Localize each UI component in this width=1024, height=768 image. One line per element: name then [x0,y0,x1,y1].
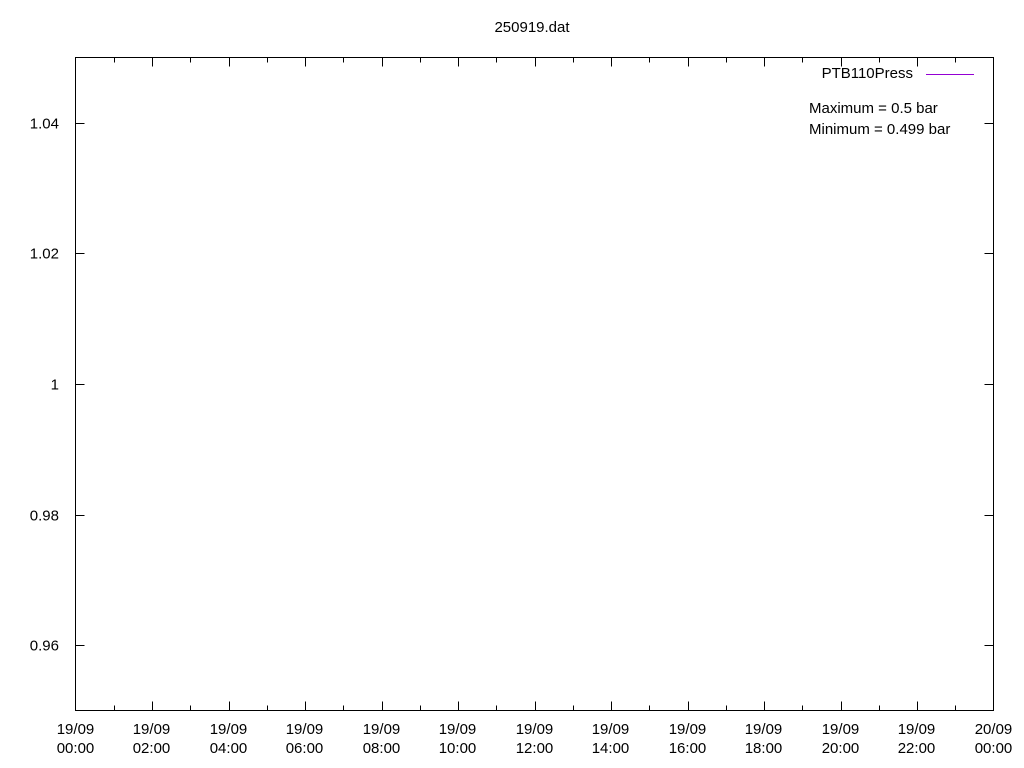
x-tick-label-date: 19/09 [210,721,248,738]
x-tick-label-time: 10:00 [439,740,477,757]
x-tick-label-date: 19/09 [133,721,171,738]
x-tick-label-time: 00:00 [57,740,95,757]
chart-title: 250919.dat [494,19,570,36]
x-tick-label-date: 20/09 [975,721,1013,738]
annotation-minimum: Minimum = 0.499 bar [809,121,950,138]
annotation-maximum: Maximum = 0.5 bar [809,100,938,117]
plot-frame [75,57,994,711]
x-tick-label-time: 20:00 [822,740,860,757]
x-tick-label-date: 19/09 [516,721,554,738]
y-tick-label: 1 [51,377,59,394]
x-tick-label-time: 06:00 [286,740,324,757]
y-tick-label: 1.02 [30,246,59,263]
x-tick-label-date: 19/09 [669,721,707,738]
y-axis: 1.04 1.02 1 0.98 0.96 [30,116,994,655]
legend-label: PTB110Press [822,65,913,82]
x-tick-label-time: 18:00 [745,740,783,757]
y-tick-label: 0.98 [30,508,59,525]
x-tick-label-date: 19/09 [286,721,324,738]
x-tick-label-time: 22:00 [898,740,936,757]
x-tick-label-date: 19/09 [592,721,630,738]
x-tick-label-date: 19/09 [898,721,936,738]
x-tick-label-time: 12:00 [516,740,554,757]
x-tick-label-time: 16:00 [669,740,707,757]
x-tick-label-date: 19/09 [57,721,95,738]
x-tick-label-time: 00:00 [975,740,1013,757]
x-tick-label-date: 19/09 [363,721,401,738]
x-tick-label-time: 02:00 [133,740,171,757]
y-tick-label: 0.96 [30,638,59,655]
x-tick-label-time: 14:00 [592,740,630,757]
x-tick-label-time: 04:00 [210,740,248,757]
x-tick-label-date: 19/09 [439,721,477,738]
x-tick-label-date: 19/09 [822,721,860,738]
x-tick-label-date: 19/09 [745,721,783,738]
y-tick-label: 1.04 [30,116,59,133]
legend: PTB110Press [822,65,974,82]
x-axis: 19/09 00:00 19/09 02:00 19/09 04:00 19/09 06:00… [57,57,1013,757]
x-tick-label-time: 08:00 [363,740,401,757]
